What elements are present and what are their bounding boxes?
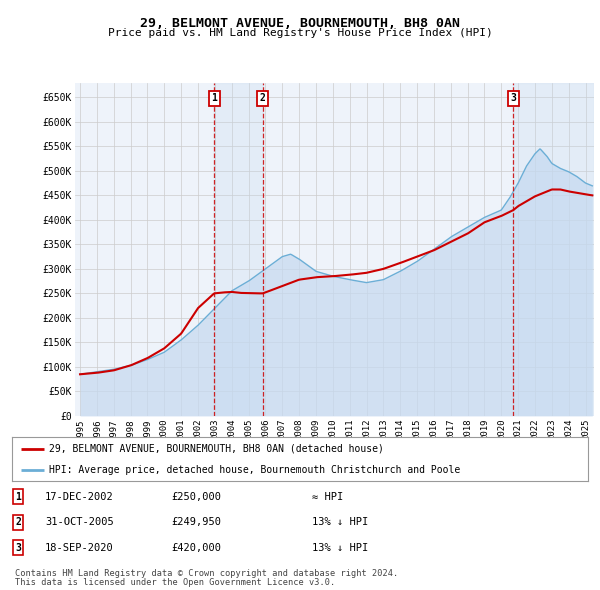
Text: 3: 3: [511, 93, 516, 103]
Text: 13% ↓ HPI: 13% ↓ HPI: [312, 543, 368, 552]
Text: 18-SEP-2020: 18-SEP-2020: [45, 543, 114, 552]
Text: 29, BELMONT AVENUE, BOURNEMOUTH, BH8 0AN (detached house): 29, BELMONT AVENUE, BOURNEMOUTH, BH8 0AN…: [49, 444, 385, 454]
Text: 2: 2: [260, 93, 266, 103]
Text: Price paid vs. HM Land Registry's House Price Index (HPI): Price paid vs. HM Land Registry's House …: [107, 28, 493, 38]
Text: 17-DEC-2002: 17-DEC-2002: [45, 492, 114, 502]
Text: 3: 3: [15, 543, 21, 552]
Text: 1: 1: [15, 492, 21, 502]
Text: 1: 1: [211, 93, 217, 103]
Text: 31-OCT-2005: 31-OCT-2005: [45, 517, 114, 527]
Text: This data is licensed under the Open Government Licence v3.0.: This data is licensed under the Open Gov…: [15, 578, 335, 587]
Bar: [214, 83, 263, 416]
Text: ≈ HPI: ≈ HPI: [312, 492, 343, 502]
Text: Contains HM Land Registry data © Crown copyright and database right 2024.: Contains HM Land Registry data © Crown c…: [15, 569, 398, 578]
Text: £420,000: £420,000: [171, 543, 221, 552]
Text: 13% ↓ HPI: 13% ↓ HPI: [312, 517, 368, 527]
Text: HPI: Average price, detached house, Bournemouth Christchurch and Poole: HPI: Average price, detached house, Bour…: [49, 465, 461, 475]
Text: 2: 2: [15, 517, 21, 527]
Text: £250,000: £250,000: [171, 492, 221, 502]
Bar: [514, 83, 594, 416]
Text: £249,950: £249,950: [171, 517, 221, 527]
Text: 29, BELMONT AVENUE, BOURNEMOUTH, BH8 0AN: 29, BELMONT AVENUE, BOURNEMOUTH, BH8 0AN: [140, 17, 460, 30]
